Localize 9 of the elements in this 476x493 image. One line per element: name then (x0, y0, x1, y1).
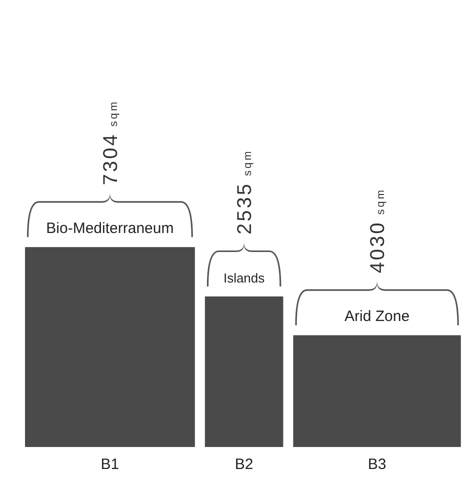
category-label: B1 (100, 456, 120, 473)
text: Islands (223, 270, 265, 286)
category-label: B3 (368, 456, 386, 473)
data-label: 7304 sqm (100, 100, 122, 186)
text: Bio-Mediterraneum (46, 220, 174, 238)
category-label: B2 (234, 456, 254, 473)
data-label: 2535 sqm (234, 149, 256, 234)
text: Arid Zone (344, 308, 410, 326)
data-label: 4030 sqm (367, 188, 390, 274)
